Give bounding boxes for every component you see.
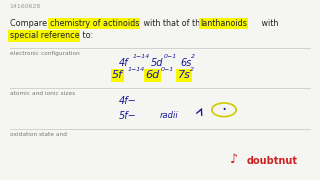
Text: ♪: ♪ xyxy=(230,153,238,166)
Text: radii: radii xyxy=(160,111,179,120)
Text: lanthanoids: lanthanoids xyxy=(200,19,247,28)
Text: 5d: 5d xyxy=(150,58,163,68)
Text: 0−1: 0−1 xyxy=(161,67,174,72)
Text: oxidation state and: oxidation state and xyxy=(10,132,67,137)
Text: electronic configuration: electronic configuration xyxy=(10,51,79,56)
Text: 4f: 4f xyxy=(118,58,128,68)
Text: 0−1: 0−1 xyxy=(163,54,176,59)
Text: 7s: 7s xyxy=(178,70,190,80)
Text: 6s: 6s xyxy=(181,58,192,68)
Text: 2: 2 xyxy=(190,67,194,72)
Text: 4f−: 4f− xyxy=(118,96,136,106)
Text: 5f−: 5f− xyxy=(118,111,136,121)
Text: with: with xyxy=(259,19,279,28)
Text: atomic and ionic sizes: atomic and ionic sizes xyxy=(10,91,75,96)
Text: ·: · xyxy=(221,101,227,119)
Text: chemistry of actinoids: chemistry of actinoids xyxy=(50,19,139,28)
Text: 5f: 5f xyxy=(112,70,123,80)
Text: 14160628: 14160628 xyxy=(10,4,41,10)
Text: 1−14: 1−14 xyxy=(133,54,150,59)
Text: Compare the: Compare the xyxy=(10,19,65,28)
Text: with that of the: with that of the xyxy=(141,19,207,28)
Text: doubtnut: doubtnut xyxy=(246,156,297,166)
Text: 6d: 6d xyxy=(146,70,160,80)
Text: 2: 2 xyxy=(191,54,195,59)
Text: special reference: special reference xyxy=(10,31,79,40)
Text: to:: to: xyxy=(80,31,93,40)
Text: 1−14: 1−14 xyxy=(128,67,145,72)
